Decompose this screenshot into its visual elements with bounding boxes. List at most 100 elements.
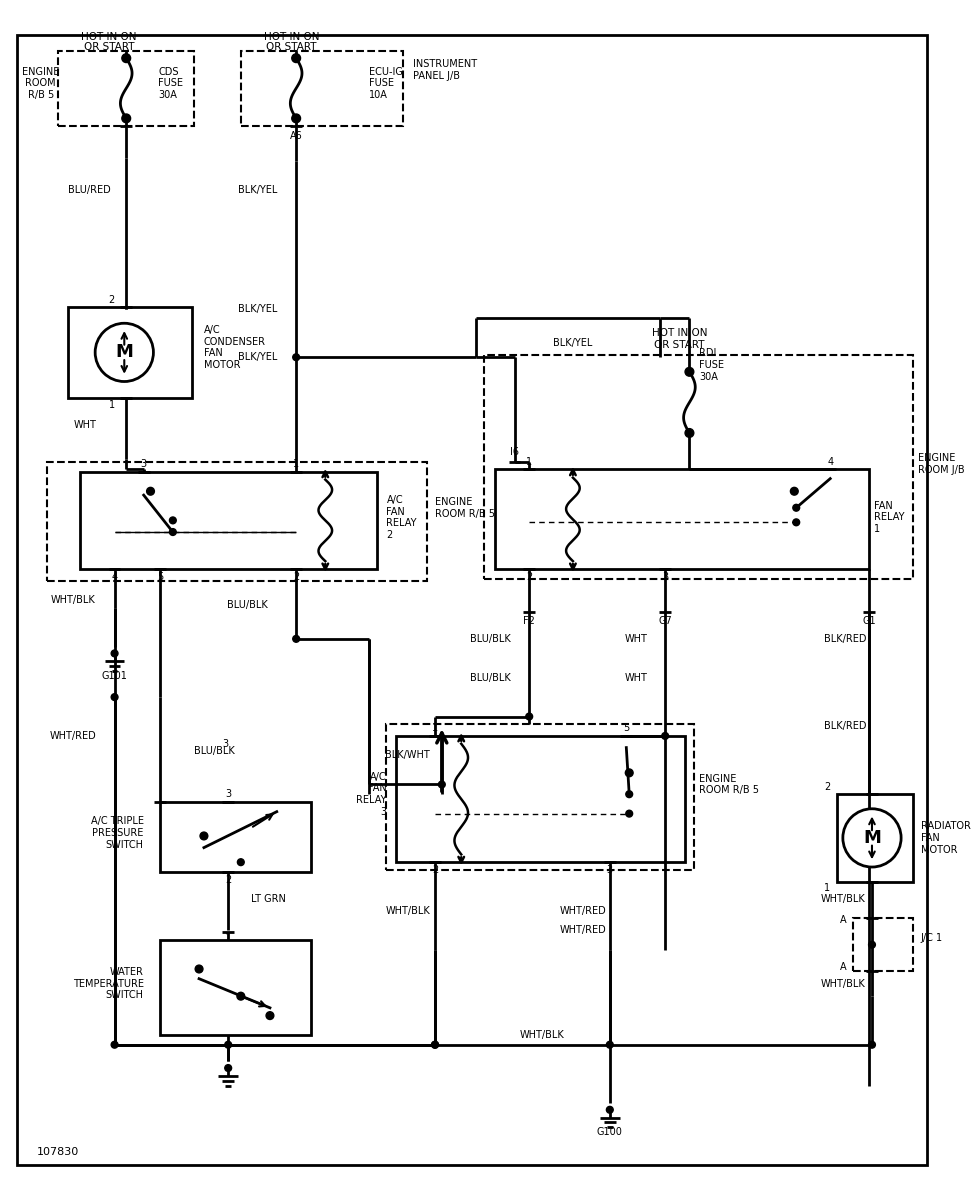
Text: WHT/BLK: WHT/BLK bbox=[820, 894, 865, 904]
Bar bbox=[837, 794, 913, 882]
Text: G101: G101 bbox=[101, 671, 127, 680]
Text: BLK/YEL: BLK/YEL bbox=[237, 353, 277, 362]
Text: BLK/WHT: BLK/WHT bbox=[385, 750, 430, 761]
Circle shape bbox=[606, 1042, 613, 1048]
Text: WHT: WHT bbox=[74, 420, 97, 431]
Bar bbox=[386, 725, 695, 870]
Text: FAN
RELAY
1: FAN RELAY 1 bbox=[874, 500, 905, 534]
Text: BLK/YEL: BLK/YEL bbox=[237, 304, 277, 313]
Bar bbox=[852, 918, 913, 971]
Text: 1: 1 bbox=[225, 932, 232, 943]
Text: M: M bbox=[863, 829, 881, 847]
Circle shape bbox=[293, 354, 300, 361]
Text: A/C
FAN
RELAY
3: A/C FAN RELAY 3 bbox=[356, 772, 386, 817]
Text: 1: 1 bbox=[108, 400, 115, 410]
Circle shape bbox=[685, 428, 694, 437]
Text: 1: 1 bbox=[432, 724, 438, 733]
Text: HOT IN ON: HOT IN ON bbox=[81, 32, 136, 42]
Text: WHT/RED: WHT/RED bbox=[50, 731, 96, 740]
Circle shape bbox=[111, 650, 118, 656]
Text: 3: 3 bbox=[225, 790, 232, 799]
Text: A/C
CONDENSER
FAN
MOTOR: A/C CONDENSER FAN MOTOR bbox=[204, 325, 266, 370]
Text: 5: 5 bbox=[157, 571, 163, 582]
Text: BLK/YEL: BLK/YEL bbox=[554, 337, 593, 348]
Circle shape bbox=[525, 713, 532, 720]
Text: OR START: OR START bbox=[266, 42, 316, 53]
Text: M: M bbox=[116, 343, 133, 361]
Circle shape bbox=[95, 323, 154, 382]
Text: WHT: WHT bbox=[625, 673, 647, 683]
Circle shape bbox=[626, 810, 632, 817]
Text: A: A bbox=[840, 916, 847, 925]
Text: J/C 1: J/C 1 bbox=[920, 932, 943, 943]
Bar bbox=[396, 736, 685, 862]
Circle shape bbox=[122, 114, 130, 122]
Text: 1: 1 bbox=[526, 457, 532, 467]
Text: A/C
FAN
RELAY
2: A/C FAN RELAY 2 bbox=[386, 496, 417, 540]
Text: INSTRUMENT: INSTRUMENT bbox=[413, 59, 477, 68]
Text: 2: 2 bbox=[108, 295, 115, 305]
Circle shape bbox=[169, 529, 176, 535]
Text: BLK/RED: BLK/RED bbox=[823, 634, 866, 644]
Text: 2: 2 bbox=[293, 571, 300, 582]
Text: OR START: OR START bbox=[655, 340, 705, 349]
Text: A: A bbox=[840, 962, 847, 972]
Text: OR START: OR START bbox=[84, 42, 134, 53]
Circle shape bbox=[147, 487, 155, 496]
Text: 5: 5 bbox=[623, 724, 630, 733]
Text: WHT/BLK: WHT/BLK bbox=[51, 595, 95, 605]
Circle shape bbox=[292, 114, 301, 122]
Text: HOT IN ON: HOT IN ON bbox=[264, 32, 319, 42]
Circle shape bbox=[626, 791, 632, 798]
Circle shape bbox=[869, 1042, 876, 1048]
Circle shape bbox=[790, 487, 798, 496]
Text: 2: 2 bbox=[432, 865, 438, 875]
Text: G7: G7 bbox=[659, 617, 672, 626]
Text: ENGINE
ROOM J/B: ENGINE ROOM J/B bbox=[918, 454, 964, 475]
Text: 4: 4 bbox=[827, 457, 833, 467]
Circle shape bbox=[200, 832, 208, 840]
Text: 3: 3 bbox=[607, 865, 613, 875]
Bar bbox=[80, 472, 377, 569]
Text: 3: 3 bbox=[222, 739, 229, 749]
Text: BLK/YEL: BLK/YEL bbox=[237, 185, 277, 196]
Circle shape bbox=[293, 636, 300, 642]
Text: 4: 4 bbox=[112, 571, 118, 582]
Circle shape bbox=[266, 1012, 273, 1020]
Circle shape bbox=[606, 1106, 613, 1114]
Text: WHT/BLK: WHT/BLK bbox=[520, 1030, 564, 1040]
Text: 2: 2 bbox=[824, 782, 830, 792]
Text: ECU-IG
FUSE
10A: ECU-IG FUSE 10A bbox=[369, 67, 403, 100]
Text: 2: 2 bbox=[526, 571, 532, 582]
Text: 3: 3 bbox=[662, 571, 668, 582]
Text: A6: A6 bbox=[290, 131, 303, 140]
Circle shape bbox=[432, 1042, 439, 1048]
Text: WHT: WHT bbox=[625, 634, 647, 644]
Text: 2: 2 bbox=[225, 875, 232, 884]
Text: 1: 1 bbox=[824, 883, 830, 893]
Circle shape bbox=[292, 54, 301, 62]
Circle shape bbox=[432, 1042, 439, 1048]
Circle shape bbox=[662, 732, 668, 739]
Circle shape bbox=[237, 992, 244, 1000]
Circle shape bbox=[225, 1064, 232, 1072]
Text: WHT/RED: WHT/RED bbox=[559, 925, 606, 935]
Text: BLU/BLK: BLU/BLK bbox=[195, 745, 234, 756]
Text: HOT IN ON: HOT IN ON bbox=[652, 328, 707, 338]
Text: WHT/BLK: WHT/BLK bbox=[385, 906, 430, 916]
Circle shape bbox=[869, 941, 876, 948]
Text: F2: F2 bbox=[523, 617, 535, 626]
Text: G1: G1 bbox=[862, 617, 876, 626]
Circle shape bbox=[793, 518, 800, 526]
Circle shape bbox=[196, 965, 203, 973]
Text: WATER
TEMPERATURE
SWITCH: WATER TEMPERATURE SWITCH bbox=[73, 967, 144, 1000]
Bar bbox=[161, 940, 310, 1036]
Text: 3: 3 bbox=[141, 460, 147, 469]
Text: BLU/RED: BLU/RED bbox=[68, 185, 111, 196]
Text: WHT/RED: WHT/RED bbox=[559, 906, 606, 916]
Circle shape bbox=[111, 694, 118, 701]
Text: CDS
FUSE
30A: CDS FUSE 30A bbox=[159, 67, 183, 100]
Text: ENGINE
ROOM R/B 5: ENGINE ROOM R/B 5 bbox=[435, 497, 495, 518]
Bar bbox=[161, 802, 310, 872]
Text: BLK/RED: BLK/RED bbox=[823, 721, 866, 731]
